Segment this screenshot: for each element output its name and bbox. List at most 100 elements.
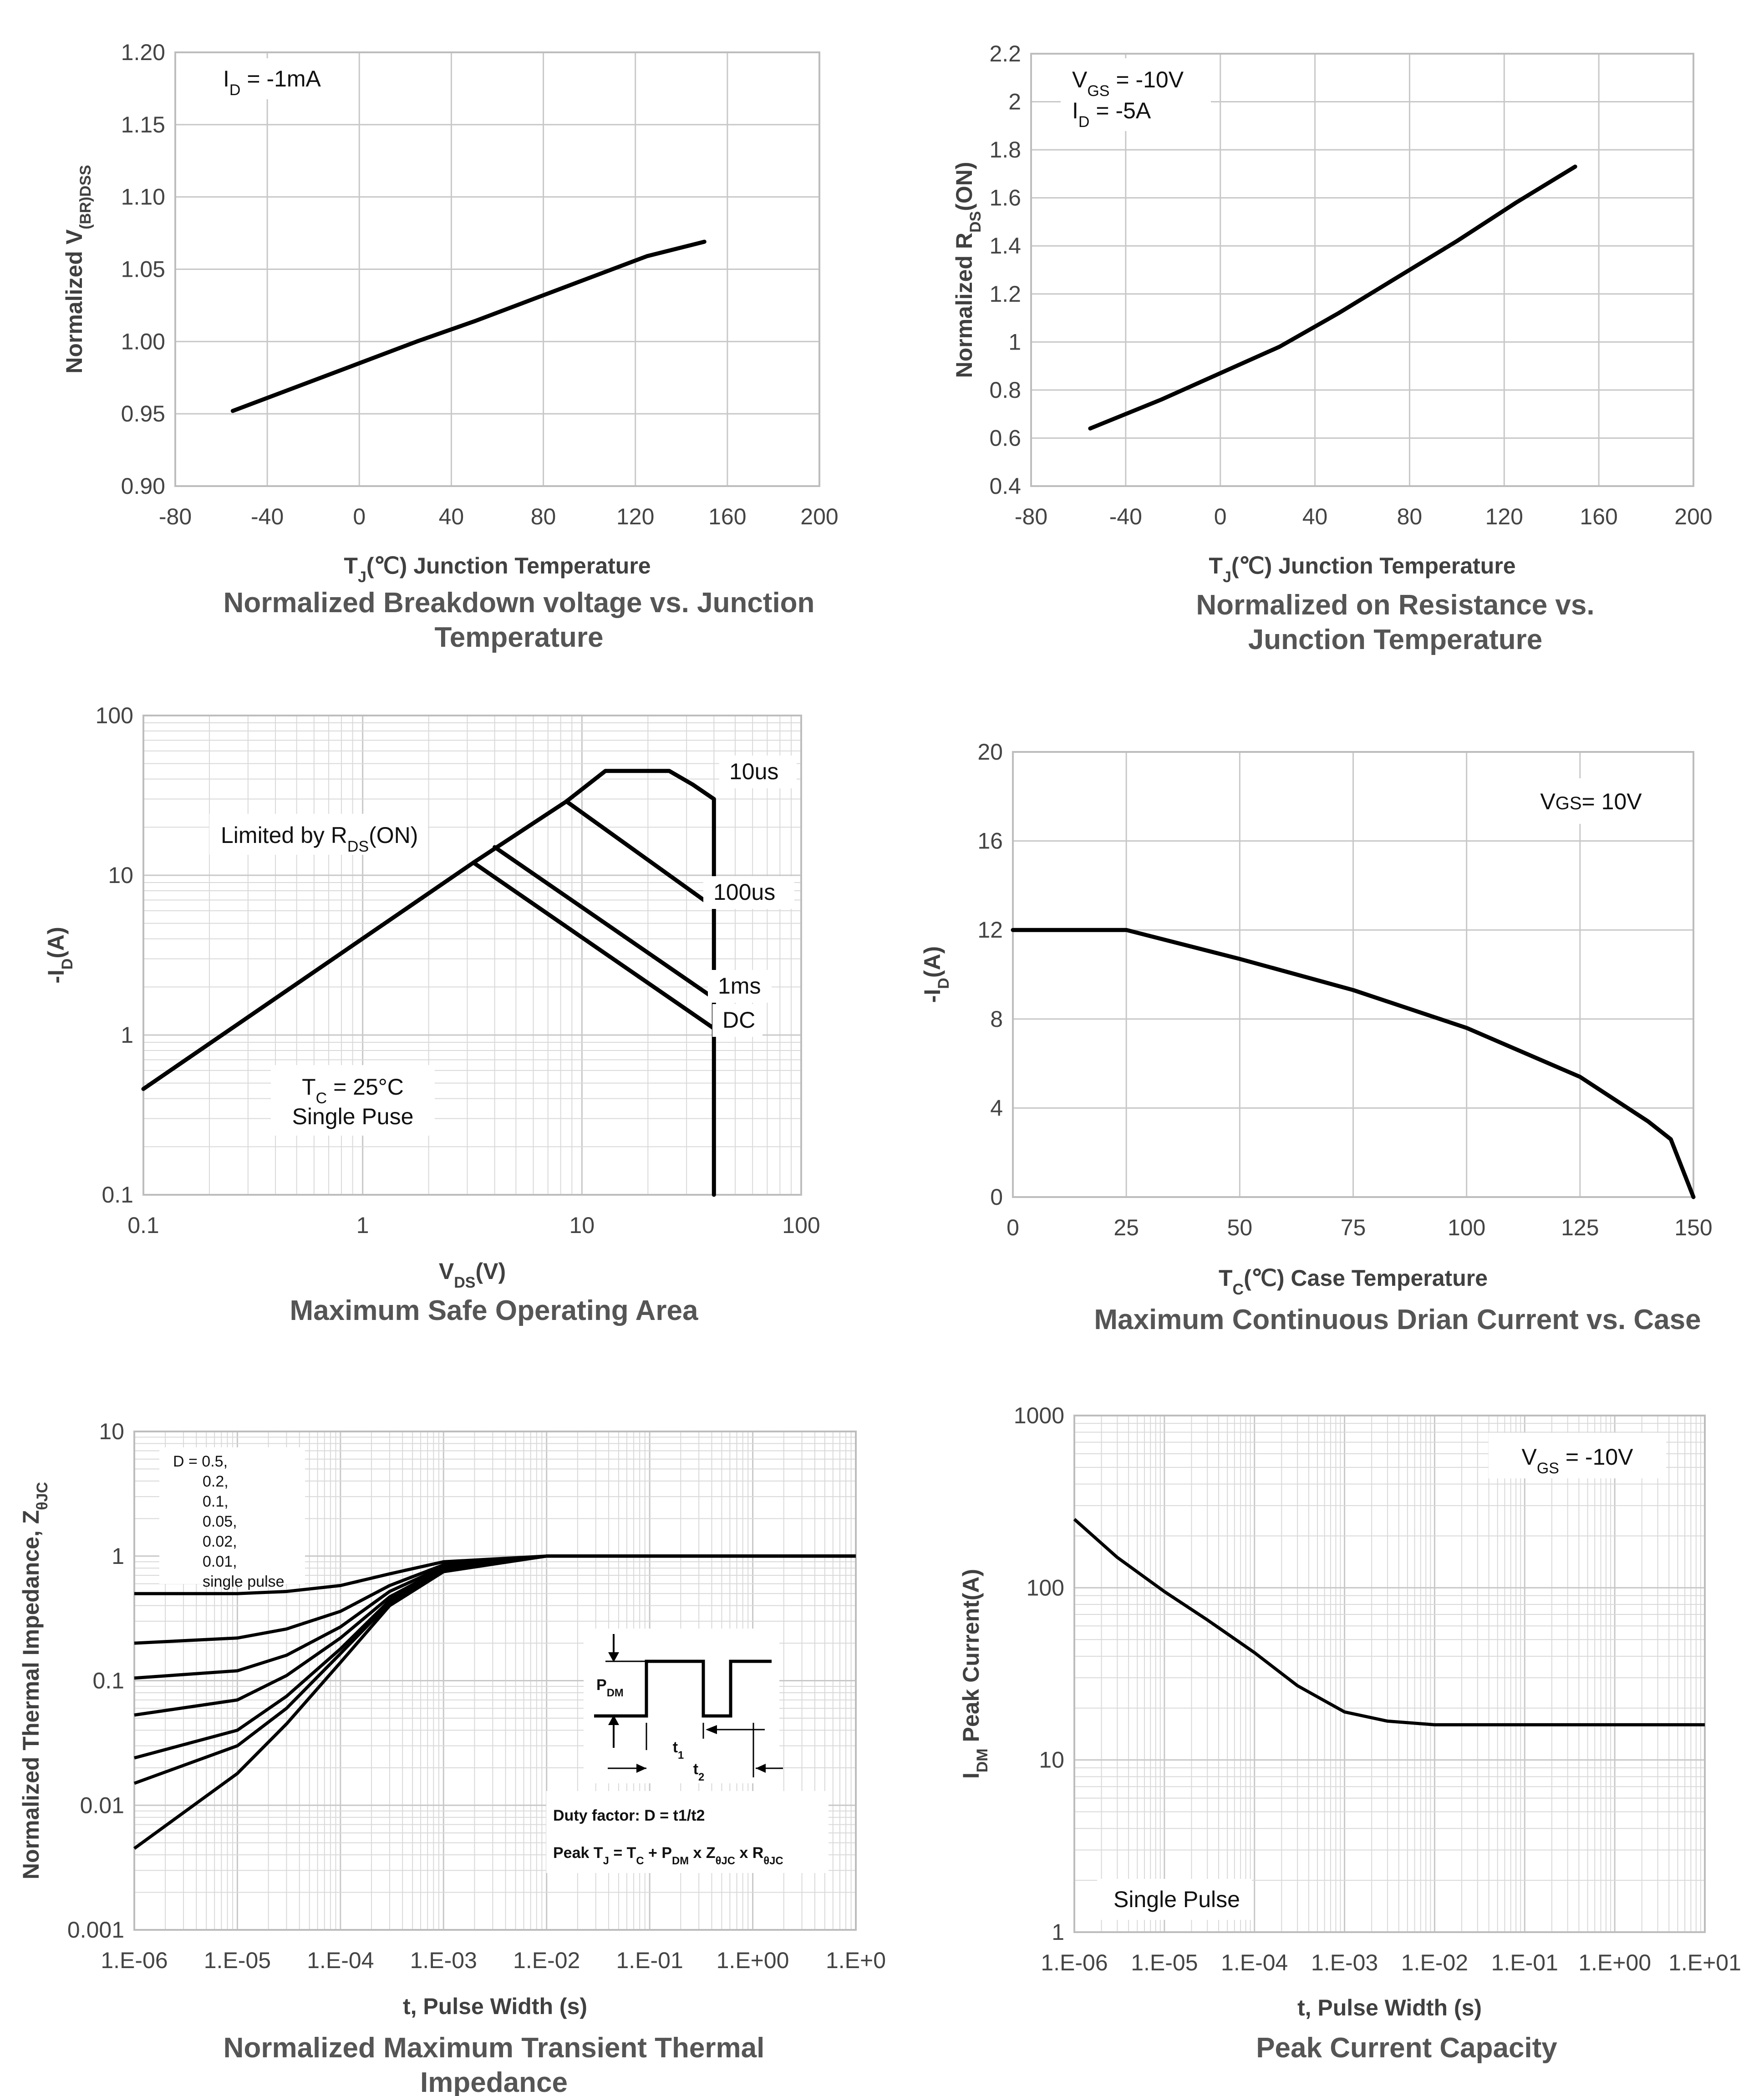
idm-annotation-box: [1489, 1433, 1666, 1478]
zth-peak-formula-label: Peak TJ = TC + PDM x ZθJC x RθJC: [553, 1844, 783, 1867]
rds-y-tick-label: 1: [1008, 329, 1021, 355]
bv-x-tick-label: -40: [251, 504, 284, 529]
soa-series-label-bg: [703, 876, 794, 909]
idcase-x-tick-label: 25: [1113, 1215, 1139, 1240]
bv-x-tick-label: 200: [800, 504, 838, 529]
rds-x-tick-label: 200: [1674, 504, 1712, 529]
zth-t2-arrow-head-icon: [756, 1764, 766, 1773]
idcase-x-tick-label: 50: [1227, 1215, 1253, 1240]
idm-x-tick-label: 1.E-04: [1221, 1950, 1288, 1975]
zth-series-single-pulse: [133, 1554, 856, 1850]
idcase-y-tick-label: 16: [977, 828, 1003, 854]
idm-chart: 1.E-06 1.E-05 1.E-04 1.E-03 1.E-02 1.E-01 1.E+…: [958, 1403, 1741, 2064]
zth-arrow-head-icon: [608, 1652, 619, 1662]
rds-x-tick-label: -80: [1015, 504, 1047, 529]
rds-x-tick-label: 0: [1214, 504, 1227, 529]
soa-series-100us: [564, 799, 716, 909]
rds-y-tick-label: 1.6: [989, 185, 1021, 211]
zth-x-tick-label: 1.E-04: [307, 1948, 374, 1973]
bv-x-tick-label: 80: [531, 504, 556, 529]
rds-chart-title: Junction Temperature: [1248, 624, 1543, 655]
zth-t2-label: t2: [693, 1761, 705, 1783]
zth-plot-frame: [133, 1431, 857, 1931]
idm-chart-title: Peak Current Capacity: [1256, 2032, 1557, 2064]
idm-x-tick-label: 1.E-06: [1041, 1950, 1108, 1975]
rds-x-tick-label: 120: [1485, 504, 1523, 529]
idm-x-tick-label: 1.E+00: [1578, 1950, 1651, 1975]
soa-y-tick-label: 100: [96, 703, 133, 728]
idcase-x-tick-label: 125: [1561, 1215, 1599, 1240]
idcase-y-tick-label: 12: [977, 917, 1003, 943]
idcase-vgs-label: VGS= 10V: [1540, 789, 1642, 814]
bv-x-tick-label: 120: [616, 504, 654, 529]
rds-id-label: ID = -5A: [1072, 98, 1151, 131]
soa-y-tick-label: 0.1: [102, 1182, 133, 1208]
zth-pdm-label: PDM: [596, 1676, 624, 1699]
idm-y-tick-label: 10: [1039, 1747, 1064, 1773]
rds-y-tick-label: 0.6: [989, 425, 1021, 451]
rds-x-tick-label: 160: [1580, 504, 1617, 529]
bv-y-tick-label: 0.95: [121, 401, 165, 426]
rds-series-line: [1088, 164, 1577, 431]
idm-x-tick-label: 1.E-01: [1491, 1950, 1558, 1975]
idm-series-line: [1073, 1518, 1705, 1726]
idm-y-axis-label: IDM Peak Current(A): [958, 1569, 991, 1779]
bv-series-line: [230, 239, 707, 413]
zth-x-tick-label: 1.E-03: [410, 1948, 477, 1973]
bv-x-tick-label: -80: [159, 504, 192, 529]
soa-limit-box: [209, 814, 428, 855]
soa-y-tick-label: 1: [121, 1022, 133, 1048]
soa-pulse-label: Single Puse: [292, 1104, 414, 1129]
soa-limit-label: Limited by RDS(ON): [221, 822, 418, 855]
zth-y-tick-label: 10: [99, 1419, 124, 1444]
bv-condition-label: ID = -1mA: [223, 66, 321, 99]
zth-y-tick-label: 0.01: [80, 1792, 124, 1818]
zth-x-tick-label: 1.E-05: [204, 1948, 271, 1973]
bv-x-tick-label: 0: [353, 504, 366, 529]
soa-series-label: 1ms: [718, 973, 761, 999]
idcase-y-axis-label: -ID(A): [920, 946, 952, 1003]
bv-plot-frame: [174, 51, 820, 487]
idm-pulse-box: [1097, 1879, 1252, 1920]
idm-x-tick-label: 1.E-05: [1131, 1950, 1198, 1975]
idm-y-tick-label: 1000: [1014, 1403, 1064, 1428]
idcase-y-tick-label: 0: [990, 1184, 1003, 1210]
rds-annotation-box: [1061, 58, 1211, 131]
bv-y-tick-label: 1.05: [121, 257, 165, 282]
bv-y-axis-label: Normalized V(BR)DSS: [61, 165, 94, 373]
soa-x-axis-label: VDS(V): [439, 1259, 506, 1291]
soa-chart: 0.1 1 10 100 0.1 1 10 100 VDS(V) -ID(A) Maximum Sa…: [43, 703, 820, 1326]
soa-series-label: DC: [722, 1007, 755, 1033]
zth-x-tick-label: 1.E-06: [101, 1948, 168, 1973]
zth-duty-label: Duty factor: D = t1/t2: [553, 1807, 705, 1824]
idcase-y-tick-label: 8: [990, 1006, 1003, 1032]
soa-x-tick-label: 0.1: [127, 1213, 159, 1238]
zth-t2-arrow-head-icon: [636, 1764, 646, 1773]
soa-series-label-bg: [719, 756, 797, 788]
zth-pulse-waveform: [594, 1660, 772, 1718]
idm-y-tick-label: 1: [1052, 1919, 1064, 1945]
soa-series-label: 100us: [713, 879, 775, 905]
zth-x-axis-label: t, Pulse Width (s): [403, 1994, 587, 2019]
idcase-chart: 0 25 50 75 100 125 150 0 4 8 12 16 20 TC(℃) Case Temp…: [920, 739, 1713, 1335]
bv-y-tick-label: 1.10: [121, 184, 165, 210]
soa-condition-box: [271, 1065, 435, 1136]
zth-chart-title: Impedance: [420, 2067, 568, 2096]
idm-x-axis-label: t, Pulse Width (s): [1297, 1995, 1482, 2020]
rds-y-tick-label: 2.2: [989, 41, 1021, 66]
soa-plot-frame: [142, 715, 802, 1196]
soa-series-label-bg: [712, 1004, 763, 1037]
soa-tc-label: TC = 25°C: [302, 1074, 404, 1107]
zth-x-tick-label: 1.E+0: [826, 1948, 886, 1973]
zth-legend-label: 0.01,: [203, 1553, 237, 1570]
rds-x-tick-label: 40: [1302, 504, 1328, 529]
rds-y-tick-label: 0.8: [989, 377, 1021, 403]
bv-y-tick-label: 1.20: [121, 40, 165, 65]
zth-legend-label: 0.02,: [203, 1533, 237, 1550]
idm-x-tick-label: 1.E+01: [1668, 1950, 1741, 1975]
idcase-y-tick-label: 4: [990, 1095, 1003, 1121]
idcase-x-tick-label: 75: [1341, 1215, 1366, 1240]
zth-inset-formula-box: [546, 1791, 829, 1873]
rds-y-tick-label: 1.2: [989, 281, 1021, 307]
